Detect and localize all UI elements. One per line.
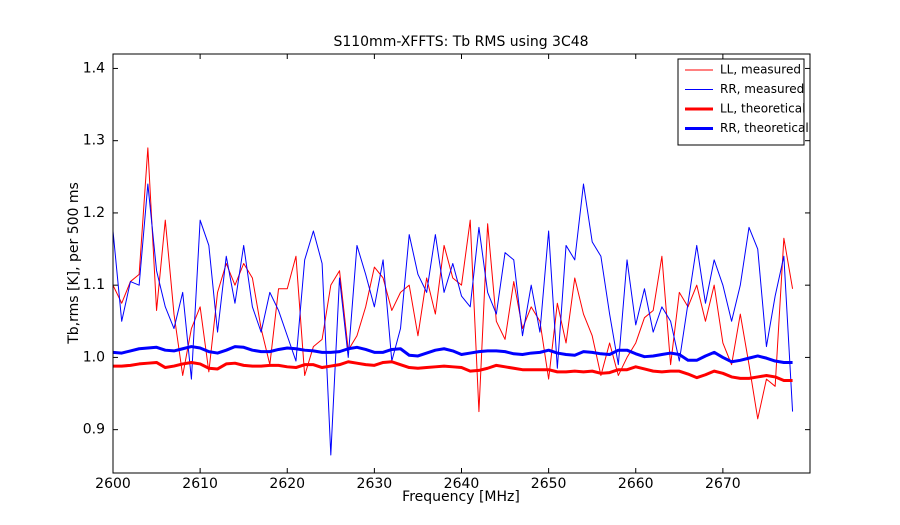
series-line [113, 147, 794, 420]
x-tick-label: 2650 [531, 476, 567, 492]
legend-box [677, 58, 805, 146]
x-tick-label: 2600 [95, 476, 131, 492]
y-tick-label: 1.3 [83, 133, 105, 149]
y-tick-label: 0.9 [83, 422, 105, 438]
chart-title: S110mm-XFFTS: Tb RMS using 3C48 [333, 34, 588, 50]
x-tick-label: 2610 [182, 476, 218, 492]
y-tick-label: 1.2 [83, 205, 105, 221]
series-line [113, 183, 794, 456]
x-axis-label: Frequency [MHz] [402, 489, 520, 505]
y-tick-label: 1.4 [83, 60, 105, 76]
x-tick-label: 2640 [444, 476, 480, 492]
y-tick-label: 1.1 [83, 277, 105, 293]
x-tick-label: 2630 [357, 476, 393, 492]
plot-frame [112, 53, 811, 474]
y-tick-label: 1.0 [83, 349, 105, 365]
series-line [113, 360, 793, 383]
legend-label: LL, measured [720, 63, 801, 77]
x-tick-label: 2620 [269, 476, 305, 492]
series-line [113, 345, 793, 364]
legend-label: RR, theoretical [720, 121, 809, 135]
x-tick-label: 2660 [618, 476, 654, 492]
x-tick-label: 2670 [705, 476, 741, 492]
legend-label: LL, theoretical [720, 102, 805, 116]
legend-label: RR, measured [720, 82, 804, 96]
y-axis-label: Tb,rms [K], per 500 ms [66, 182, 82, 345]
